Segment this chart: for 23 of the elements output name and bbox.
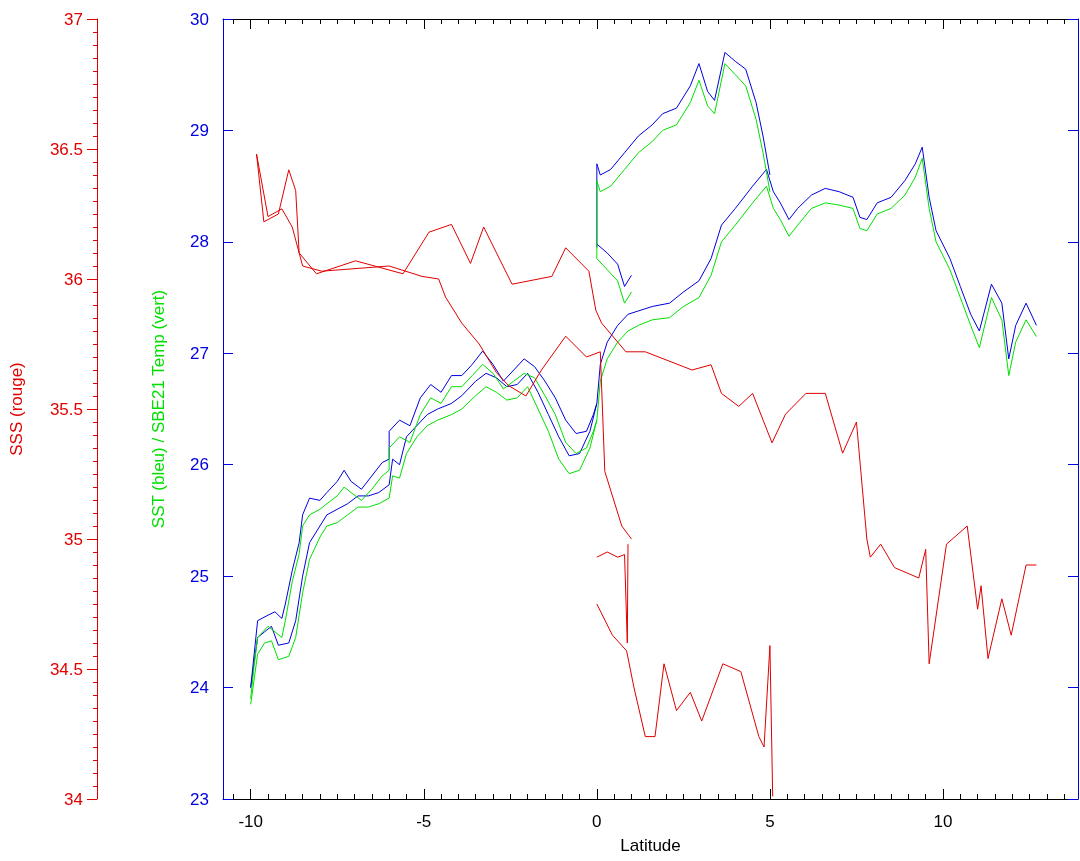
y-axis-title: SST (bleu) / SBE21 Temp (vert) (149, 289, 168, 529)
y2-tick-label: 34 (64, 789, 83, 809)
y-tick-label: 30 (190, 9, 209, 29)
y-tick-label: 27 (190, 343, 209, 363)
x-tick-label: 0 (592, 812, 602, 831)
x-tick-label: 10 (933, 812, 953, 831)
y2-tick-label: 34.5 (49, 659, 83, 679)
y-tick-label: 23 (190, 789, 209, 809)
x-tick-label: 5 (765, 812, 775, 831)
x-tick-label: -5 (416, 812, 432, 831)
x-axis-title: Latitude (620, 836, 681, 855)
y2-tick-label: 36 (64, 269, 83, 289)
y2-tick-label: 35.5 (49, 399, 83, 419)
y2-tick-label: 37 (64, 9, 83, 29)
y-tick-label: 29 (190, 120, 209, 140)
y2-tick-label: 36.5 (49, 139, 83, 159)
y2-axis-title: SSS (rouge) (7, 362, 26, 456)
x-tick-label: -10 (238, 812, 263, 831)
y-tick-label: 26 (190, 455, 209, 475)
y-tick-label: 25 (190, 566, 209, 586)
y2-tick-label: 35 (64, 529, 83, 549)
y-tick-label: 28 (190, 232, 209, 252)
y-tick-label: 24 (190, 678, 209, 698)
